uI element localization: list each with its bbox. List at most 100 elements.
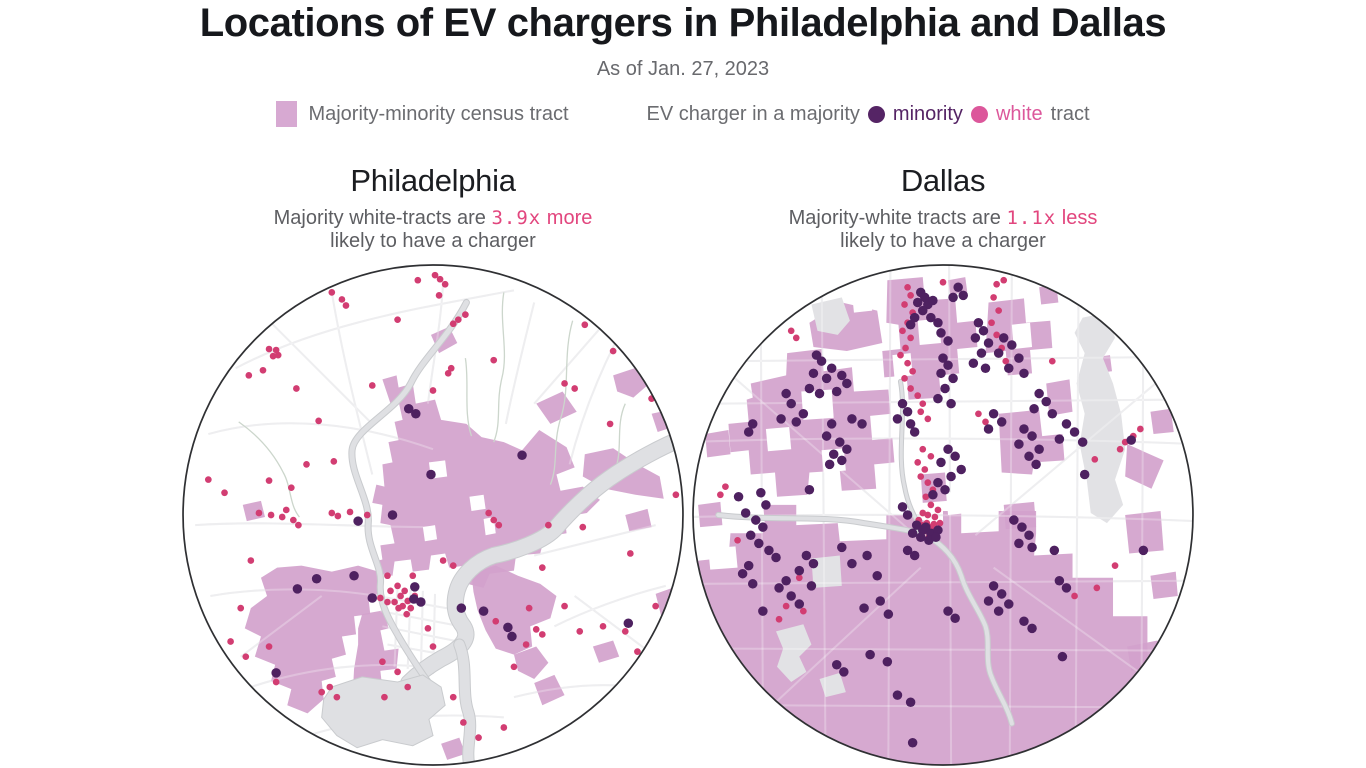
ev-charger-dot-white-tract bbox=[495, 521, 503, 529]
ev-charger-dot-minority-tract bbox=[978, 326, 989, 336]
ev-charger-dot-white-tract bbox=[672, 491, 680, 499]
ev-charger-dot-white-tract bbox=[429, 643, 437, 650]
ev-charger-dot-minority-tract bbox=[980, 363, 991, 374]
philadelphia-stat-prefix: Majority white-tracts are bbox=[273, 207, 486, 229]
ev-charger-dot-minority-tract bbox=[968, 358, 979, 368]
ev-charger-dot-minority-tract bbox=[998, 333, 1009, 343]
ev-charger-dot-minority-tract bbox=[839, 667, 849, 677]
ev-charger-dot-minority-tract bbox=[970, 333, 981, 343]
road-line-overlay bbox=[708, 398, 1178, 405]
ev-charger-dot-minority-tract bbox=[909, 312, 920, 323]
ev-charger-dot-minority-tract bbox=[814, 388, 825, 399]
ev-charger-dot-white-tract bbox=[326, 683, 334, 691]
ev-charger-dot-white-tract bbox=[265, 643, 273, 650]
non-minority-tract-gap bbox=[469, 494, 486, 511]
road-line-overlay bbox=[948, 265, 953, 765]
ev-charger-dot-white-tract bbox=[1116, 445, 1124, 453]
ev-charger-dot-white-tract bbox=[439, 557, 447, 564]
ev-charger-dot-white-tract bbox=[538, 631, 546, 638]
ev-charger-dot-minority-tract bbox=[915, 532, 926, 543]
ev-charger-dot-minority-tract bbox=[743, 427, 754, 437]
ev-charger-dot-white-tract bbox=[435, 292, 443, 299]
ev-charger-dot-white-tract bbox=[571, 385, 579, 392]
non-minority-tract-gap bbox=[765, 426, 792, 452]
ev-charger-dot-minority-tract bbox=[1017, 522, 1027, 532]
ev-charger-dot-minority-tract bbox=[791, 417, 802, 427]
ev-charger-dot-white-tract bbox=[409, 572, 417, 580]
ev-charger-dot-minority-tract bbox=[816, 356, 827, 366]
ev-charger-dot-white-tract bbox=[792, 334, 800, 342]
ev-charger-dot-white-tract bbox=[387, 587, 394, 595]
ev-charger-dot-white-tract bbox=[800, 607, 807, 615]
census-tract-polygon bbox=[1125, 510, 1164, 554]
ev-charger-dot-white-tract bbox=[787, 327, 795, 335]
ev-charger-dot-white-tract bbox=[901, 375, 908, 382]
ev-charger-dot-minority-tract bbox=[958, 290, 968, 301]
ev-charger-dot-minority-tract bbox=[1049, 545, 1060, 556]
ev-charger-dot-minority-tract bbox=[781, 576, 791, 586]
ev-charger-dot-minority-tract bbox=[821, 373, 832, 384]
ev-charger-dot-minority-tract bbox=[936, 457, 946, 468]
park-or-lake-area bbox=[819, 672, 846, 698]
white-label: white bbox=[995, 102, 1043, 125]
road-line bbox=[568, 342, 617, 465]
census-tract-polygon bbox=[1125, 444, 1164, 489]
ev-charger-dot-minority-tract bbox=[1054, 576, 1065, 586]
ev-charger-dot-white-tract bbox=[394, 582, 401, 590]
ev-charger-dot-minority-tract bbox=[1019, 424, 1029, 434]
ev-charger-dot-white-tract bbox=[441, 280, 449, 288]
ev-charger-dot-minority-tract bbox=[976, 348, 987, 358]
ev-charger-dot-minority-tract bbox=[794, 565, 805, 576]
census-tract-polygon bbox=[625, 508, 652, 532]
road-line-overlay bbox=[533, 322, 606, 405]
map-circle-outline bbox=[692, 264, 1194, 766]
ev-charger-dot-white-tract bbox=[267, 511, 275, 519]
ev-charger-dot-minority-tract bbox=[311, 573, 322, 584]
ev-charger-dot-white-tract bbox=[293, 385, 300, 392]
ev-charger-dot-white-tract bbox=[576, 628, 584, 635]
road-line-overlay bbox=[195, 522, 434, 529]
road-line-overlay bbox=[1008, 274, 1013, 758]
ev-charger-dot-white-tract bbox=[532, 626, 540, 633]
ev-charger-dot-minority-tract bbox=[801, 550, 812, 561]
ev-charger-dot-white-tract bbox=[924, 479, 932, 486]
ev-charger-dot-white-tract bbox=[278, 513, 286, 521]
ev-charger-dot-minority-tract bbox=[1069, 427, 1080, 437]
ev-charger-dot-white-tract bbox=[269, 352, 277, 360]
ev-charger-dot-white-tract bbox=[1091, 456, 1099, 463]
census-tract-polygon bbox=[1150, 571, 1178, 599]
ev-charger-dot-white-tract bbox=[282, 506, 290, 514]
non-minority-tract-gap bbox=[708, 546, 738, 570]
ev-charger-dot-white-tract bbox=[907, 385, 914, 392]
ev-charger-dot-white-tract bbox=[328, 289, 336, 296]
river bbox=[401, 426, 683, 691]
ev-charger-dot-minority-tract bbox=[503, 622, 513, 633]
ev-charger-dot-white-tract bbox=[407, 604, 415, 612]
road-line-overlay bbox=[1140, 317, 1145, 716]
ev-charger-dot-minority-tract bbox=[367, 593, 378, 603]
census-tract-polygon bbox=[513, 646, 549, 679]
ev-charger-dot-minority-tract bbox=[1031, 459, 1041, 470]
road-line bbox=[380, 610, 462, 628]
ev-charger-dot-white-tract bbox=[917, 408, 925, 416]
ev-charger-dot-minority-tract bbox=[950, 613, 960, 623]
ev-charger-dot-minority-tract bbox=[996, 417, 1007, 427]
ev-charger-dot-white-tract bbox=[255, 509, 263, 517]
page-title: Locations of EV chargers in Philadelphia… bbox=[199, 1, 1167, 45]
ev-charger-dot-white-tract bbox=[431, 271, 439, 279]
ev-charger-dot-white-tract bbox=[919, 445, 927, 453]
ev-charger-dot-minority-tract bbox=[1014, 353, 1024, 363]
road-line-overlay bbox=[820, 265, 827, 765]
ev-charger-dot-minority-tract bbox=[456, 603, 467, 613]
ev-charger-dot-minority-tract bbox=[859, 603, 869, 613]
ev-charger-dot-minority-tract bbox=[1019, 368, 1029, 379]
ev-charger-dot-white-tract bbox=[295, 521, 302, 529]
ev-charger-dot-white-tract bbox=[338, 296, 346, 303]
census-tract-polygon bbox=[698, 501, 723, 528]
ev-charger-dot-white-tract bbox=[538, 564, 546, 571]
ev-charger-dot-white-tract bbox=[510, 663, 518, 671]
ev-charger-dot-minority-tract bbox=[983, 338, 994, 348]
ev-charger-dot-white-tract bbox=[914, 459, 922, 466]
ev-charger-dot-white-tract bbox=[384, 598, 391, 606]
ev-charger-dot-minority-tract bbox=[882, 656, 893, 667]
